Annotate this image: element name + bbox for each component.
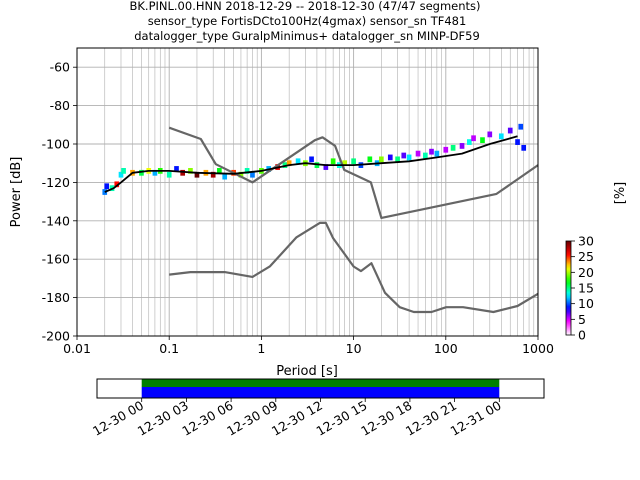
ppsd-cell — [443, 146, 449, 153]
colorbar-tick-label: 10 — [578, 296, 594, 311]
ppsd-cell — [459, 143, 465, 149]
ppsd-cell — [521, 144, 527, 151]
ppsd-cell — [217, 168, 222, 174]
ppsd-cell — [395, 156, 400, 163]
ppsd-cell — [406, 154, 412, 161]
x-tick-label: 1 — [257, 341, 265, 356]
ppsd-cell — [102, 189, 108, 195]
ppsd-cell — [387, 154, 393, 161]
ppsd-cell — [121, 168, 126, 174]
x-tick-label: 0.01 — [63, 341, 91, 356]
x-tick-label: 100 — [434, 341, 458, 356]
y-tick-label: -160 — [42, 252, 70, 267]
plot-frame — [76, 47, 539, 337]
ppsd-cell — [379, 156, 384, 163]
ppsd-cell — [351, 158, 356, 165]
x-tick-label: 10 — [346, 341, 362, 356]
ppsd-cell — [166, 171, 172, 178]
ppsd-cell — [450, 144, 456, 151]
ppsd-cell — [180, 169, 186, 176]
ppsd-cell — [342, 160, 347, 167]
ppsd-cell — [309, 156, 314, 163]
ppsd-cell — [480, 137, 485, 144]
ppsd-cell — [244, 168, 250, 174]
colorbar-fill — [565, 240, 572, 336]
high-noise-model-line — [168, 126, 539, 219]
y-tick-label: -120 — [42, 175, 70, 190]
colorbar-tick-label: 0 — [578, 328, 586, 343]
ppsd-cell — [118, 171, 124, 178]
ppsd-cell — [104, 183, 110, 190]
y-axis-ticks: -200 -180 -160 -140 -120 -100 -80 -60 — [42, 60, 77, 344]
title-line-2: sensor_type FortisDCto100Hz(4gmax) senso… — [148, 14, 467, 28]
ppsd-cell — [210, 171, 216, 178]
ppsd-cell — [498, 133, 504, 140]
x-axis-ticks: 0.01 0.1 1 10 100 1000 — [63, 336, 554, 356]
colorbar-tick-label: 25 — [578, 249, 594, 264]
y-tick-label: -60 — [50, 60, 70, 75]
title-line-1: BK.PINL.00.HNN 2018-12-29 -- 2018-12-30 … — [129, 0, 480, 13]
ppsd-cell — [114, 181, 120, 188]
ppsd-cell — [515, 139, 520, 145]
ppsd-cell — [507, 127, 513, 134]
mode-line — [104, 135, 518, 193]
colorbar-tick-label: 30 — [578, 234, 594, 249]
timeline-tick-label: 12-31 00 — [448, 398, 504, 439]
x-tick-label: 0.1 — [159, 341, 179, 356]
low-noise-model-line — [169, 221, 539, 314]
ppsd-cell — [286, 160, 292, 167]
ppsd-cell — [518, 123, 524, 130]
title-line-3: datalogger_type GuralpMinimus+ datalogge… — [134, 29, 480, 43]
coverage-bands — [141, 379, 500, 398]
colorbar-tick-label: 15 — [578, 281, 594, 296]
noise-model-lines — [104, 126, 539, 314]
y-axis-label: Power [dB] — [9, 157, 24, 228]
ppsd-cell — [152, 169, 158, 176]
colorbar-tick-label: 5 — [578, 312, 586, 327]
ppsd-cell — [471, 135, 476, 142]
y-tick-label: -180 — [42, 290, 70, 305]
y-tick-label: -80 — [50, 98, 70, 113]
x-axis-label: Period [s] — [276, 364, 338, 379]
ppsd-cell — [401, 152, 407, 159]
ppsd-cell — [367, 156, 373, 163]
colorbar-tick-label: 20 — [578, 265, 594, 280]
ppsd-cell — [194, 171, 200, 178]
ppsd-cell — [415, 150, 421, 157]
psd-plot-area: 0.01 0.1 1 10 100 1000 -200 -180 -160 -140 -120 -1… — [42, 47, 554, 356]
ppsd-cell — [222, 173, 228, 180]
colorbar-label: [%] — [613, 182, 628, 205]
ppsd-cell — [238, 171, 244, 178]
ppsd-cell — [487, 131, 493, 138]
ppsd-cell — [188, 168, 193, 174]
y-tick-label: -100 — [42, 137, 70, 152]
coverage-band-used — [141, 379, 500, 387]
ppsd-cell — [429, 148, 434, 155]
y-tick-label: -200 — [42, 329, 70, 344]
x-tick-label: 1000 — [522, 341, 554, 356]
plot-background — [77, 48, 538, 336]
coverage-band-available — [141, 387, 500, 398]
ppsd-cell — [434, 150, 440, 157]
ppsd-cell — [295, 158, 301, 165]
ppsd-cell — [423, 152, 428, 159]
ppsd-cell — [330, 158, 336, 165]
ppsd-cell — [323, 164, 329, 170]
ppsd-cell — [467, 139, 472, 145]
ppsd-cell — [139, 169, 144, 176]
ppsd-cell — [174, 166, 179, 172]
ppsd-cell — [250, 171, 255, 178]
y-tick-label: -140 — [42, 213, 70, 228]
